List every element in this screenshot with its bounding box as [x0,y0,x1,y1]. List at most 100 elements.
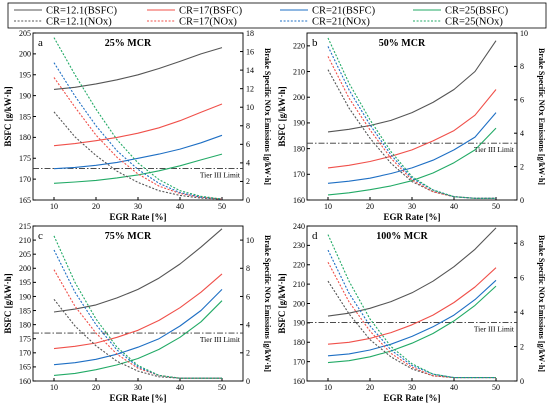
chart-panel-a: 10 20 30 40 50 165 170 175 180 185 190 195 200 205 0 2 4… [3,29,272,222]
y-tick-label: 165 [19,196,31,205]
series-line-cr-25-bsfc [53,300,223,376]
panel-letter: b [312,37,318,49]
y-tick-label: 190 [293,119,305,128]
x-tick-label: 30 [134,383,142,392]
y-axis-label: BSFC [g/kW·h] [277,86,287,146]
x-tick-label: 20 [366,202,374,211]
y-tick-label: 190 [19,91,31,100]
series-line-cr-21-nox [327,46,496,199]
x-tick-label: 20 [366,383,374,392]
y-tick-label: 200 [293,299,305,308]
y2-axis-label: Brake Specific NOx Emissions [g/kW·h] [263,235,272,372]
series-line-cr-12-1-bsfc [327,227,497,317]
y2-tick-label: 8 [246,264,250,273]
legend-label: CR=17(BSFC) [179,6,243,17]
plot-frame [32,225,244,382]
legend-label: CR=12.1(NOx) [46,17,112,28]
x-tick-label: 50 [218,202,226,211]
legend-label: CR=12.1(BSFC) [46,6,117,17]
y-axis-label: BSFC [g/kW·h] [3,86,13,146]
y-axis-label: BSFC [g/kW·h] [3,273,13,333]
plot-frame [306,225,518,382]
y-tick-label: 220 [293,261,305,270]
x-axis-label: EGR Rate [%] [384,212,441,222]
series-line-cr-25-bsfc [327,127,497,196]
y2-tick-label: 8 [520,62,524,71]
panel-title: 100% MCR [376,231,428,242]
y2-tick-label: 6 [246,292,250,301]
y-tick-label: 210 [19,236,31,245]
series-line-cr-25-bsfc [327,285,497,364]
y2-axis-label: Brake Specific NOx Emissions [g/kW·h] [537,235,546,372]
x-tick-label: 30 [408,383,416,392]
panel-title: 50% MCR [379,38,426,49]
y2-tick-label: 0 [520,377,524,386]
y2-tick-label: 8 [520,239,524,248]
y-tick-label: 160 [293,196,305,205]
x-tick-label: 30 [408,202,416,211]
y-tick-label: 195 [19,71,31,80]
chart-panel-b: 10 20 30 40 50 160 170 180 190 200 210 220 0 2 4 6 8 10 Ti… [277,29,546,222]
y2-tick-label: 16 [246,47,254,56]
series-line-cr-12-1-bsfc [327,40,497,133]
y2-tick-label: 10 [520,29,528,38]
y2-tick-label: 4 [520,308,524,317]
panels: 10 20 30 40 50165170175180185190195200205024… [3,29,546,403]
panel-title: 25% MCR [105,38,152,49]
series-line-cr-21-nox [53,62,223,200]
x-tick-label: 40 [450,383,458,392]
series-line-cr-17-nox [53,77,223,200]
series-line-cr-12-1-bsfc [53,228,223,313]
series-line-cr-21-bsfc [327,112,497,184]
y2-tick-label: 12 [246,84,254,93]
series-line-cr-21-bsfc [53,134,223,170]
y-tick-label: 170 [19,349,31,358]
y2-tick-label: 4 [520,129,524,138]
y2-tick-label: 2 [520,162,524,171]
chart-panel-c: 10 20 30 40 50160165170175180185190195200205… [3,222,272,403]
legend-label: CR=25(NOx) [445,17,503,28]
y-tick-label: 200 [19,50,31,59]
y-tick-label: 205 [19,29,31,38]
tier-iii-limit-label: Tier III Limit [474,324,515,333]
y-tick-label: 160 [19,377,31,386]
y-tick-label: 165 [19,363,31,372]
x-tick-label: 10 [50,202,58,211]
plot-frame [306,32,518,201]
y2-tick-label: 18 [246,29,254,38]
y2-tick-label: 4 [246,159,250,168]
y2-tick-label: 2 [246,177,250,186]
y-tick-label: 180 [19,320,31,329]
y-tick-label: 190 [293,319,305,328]
series-line-cr-17-bsfc [327,267,497,345]
y-tick-label: 195 [19,278,31,287]
x-tick-label: 50 [218,383,226,392]
legend-box [7,2,547,29]
x-tick-label: 10 [324,383,332,392]
y-tick-label: 200 [293,93,305,102]
y2-tick-label: 6 [520,273,524,282]
x-tick-label: 30 [134,202,142,211]
series-line-cr-12-1-bsfc [53,47,223,90]
chart-panel-d: 10 20 30 40 50 160 170 180 190 200 210 220 230 240 0 2 4… [277,222,546,403]
panel-letter: c [38,230,43,242]
tier-iii-limit-label: Tier III Limit [200,170,241,179]
legend-label: CR=21(BSFC) [312,6,376,17]
legend: CR=12.1(BSFC) CR=17(BSFC) CR=21(BSFC) CR=25… [7,2,547,29]
x-tick-label: 40 [450,202,458,211]
y2-axis-label: Brake Specific NOx Emissions [g/kW·h] [537,48,546,185]
y2-tick-label: 6 [246,140,250,149]
series-line-cr-25-nox [53,37,223,200]
series-line-cr-25-nox [327,37,496,199]
series-line-cr-17-bsfc [53,103,223,147]
series-line-cr-21-bsfc [53,289,223,366]
y-tick-label: 180 [293,338,305,347]
y-tick-label: 220 [293,42,305,51]
x-tick-label: 40 [176,383,184,392]
x-tick-label: 10 [324,202,332,211]
y-tick-label: 175 [19,154,31,163]
panel-letter: a [38,37,43,49]
y-axis-label: BSFC [g/kW·h] [277,273,287,333]
y-tick-label: 185 [19,112,31,121]
y2-tick-label: 2 [520,342,524,351]
